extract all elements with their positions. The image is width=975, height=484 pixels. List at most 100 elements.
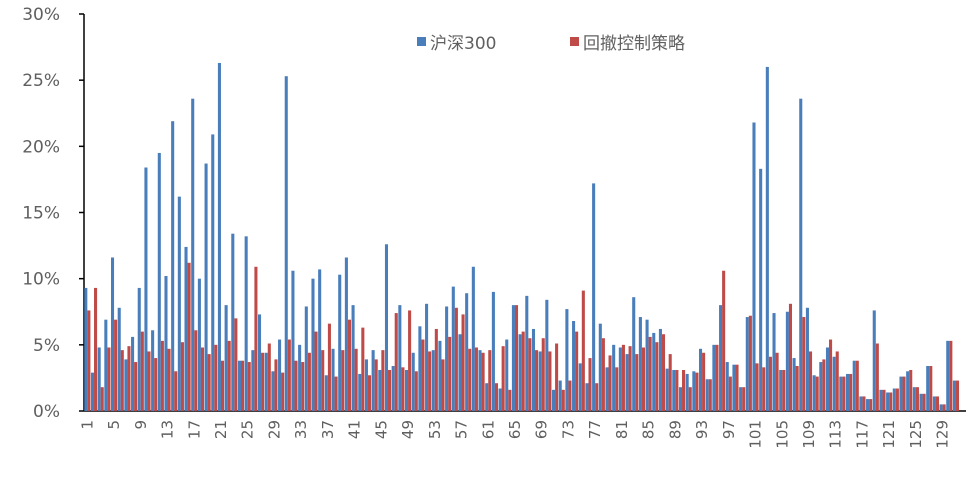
bar-series-1 [284, 76, 288, 411]
bar-series-2 [388, 369, 392, 411]
bar-series-1 [391, 366, 395, 411]
bar-series-2 [788, 303, 792, 411]
bar-series-1 [131, 336, 135, 411]
bar-series-2 [942, 404, 946, 411]
bar-series-1 [231, 233, 235, 411]
x-tick-label: 109 [800, 420, 818, 449]
bar-series-2 [922, 393, 926, 411]
bar-series-2 [608, 355, 612, 411]
bar-series-1 [545, 299, 549, 411]
bar-series-2 [234, 318, 238, 411]
bar-series-1 [799, 98, 803, 411]
bar-series-2 [247, 362, 251, 411]
bar-series-1 [157, 152, 161, 411]
bar-series-2 [428, 351, 432, 411]
bar-series-2 [682, 369, 686, 411]
bar-series-1 [425, 303, 429, 411]
bar-series-1 [324, 375, 328, 411]
x-tick-label: 49 [399, 420, 417, 439]
bar-series-2 [768, 356, 772, 411]
bar-series-2 [394, 313, 398, 411]
bar-series-2 [254, 266, 258, 411]
bar-series-1 [191, 98, 195, 411]
bar-series-1 [598, 323, 602, 411]
bar-series-2 [615, 367, 619, 411]
bar-series-2 [635, 354, 639, 411]
bar-series-2 [902, 376, 906, 411]
bar-series-2 [508, 389, 512, 411]
bar-series-1 [90, 372, 95, 411]
bar-series-1 [458, 334, 462, 411]
bar-series-2 [194, 330, 198, 411]
bar-series-2 [835, 351, 839, 411]
bar-series-2 [301, 362, 305, 411]
bar-series-1 [739, 387, 743, 411]
bar-series-1 [852, 360, 856, 411]
bars [84, 62, 960, 412]
bar-series-2 [454, 307, 458, 411]
bar-series-1 [625, 354, 629, 411]
bar-series-2 [174, 371, 178, 411]
bar-series-2 [354, 348, 358, 411]
bar-series-1 [411, 352, 415, 411]
bar-series-2 [842, 376, 846, 411]
bar-series-1 [531, 328, 536, 411]
bar-series-2 [167, 348, 171, 411]
bar-series-1 [485, 383, 489, 411]
bar-series-1 [725, 362, 729, 411]
legend-label-series-1: 沪深300 [430, 34, 496, 54]
y-axis: 0% 5% 10% 15% 20% 25% 30% [22, 5, 85, 422]
bar-series-1 [137, 287, 141, 411]
bar-series-1 [672, 369, 676, 411]
bar-series-2 [775, 352, 779, 411]
bar-series-1 [331, 348, 335, 411]
bar-series-1 [886, 392, 890, 411]
bar-series-1 [311, 278, 315, 411]
bar-series-2 [748, 315, 752, 411]
bar-series-1 [471, 266, 475, 411]
bar-series-2 [521, 331, 525, 411]
bar-series-1 [605, 367, 609, 411]
bar-series-2 [241, 360, 245, 411]
bar-series-2 [628, 346, 632, 411]
bar-series-1 [632, 297, 636, 411]
bar-series-2 [481, 352, 485, 411]
x-tick-label: 77 [586, 420, 604, 439]
bar-series-1 [792, 358, 796, 411]
x-axis: 1 5 9 13 17 21 25 29 33 37 41 45 49 53 57 61 65 69 73 77 81 8… [78, 410, 966, 449]
bar-series-2 [267, 343, 271, 411]
bar-series-2 [361, 327, 365, 411]
bar-series-1 [779, 369, 783, 411]
bar-series-1 [104, 319, 108, 411]
bar-series-1 [678, 387, 683, 411]
x-tick-label: 61 [479, 420, 497, 439]
bar-series-1 [431, 350, 435, 411]
bar-series-2 [655, 342, 659, 411]
bar-series-1 [217, 62, 221, 412]
bar-series-2 [755, 363, 759, 411]
bar-series-1 [572, 321, 576, 411]
bar-series-2 [648, 336, 652, 411]
bar-series-2 [735, 364, 739, 411]
bar-series-1 [110, 257, 115, 411]
bar-series-1 [745, 317, 749, 411]
x-tick-label: 13 [159, 420, 177, 439]
x-tick-label: 97 [720, 420, 738, 439]
bar-series-2 [154, 358, 158, 411]
bar-series-2 [535, 350, 539, 411]
bar-series-2 [114, 319, 118, 411]
bar-series-1 [438, 340, 442, 411]
y-tick-label: 25% [22, 71, 60, 91]
bar-series-1 [184, 246, 188, 411]
bar-series-2 [808, 351, 813, 411]
bar-series-2 [274, 359, 278, 411]
x-tick-label: 93 [693, 420, 711, 439]
bar-series-1 [251, 350, 255, 411]
bar-series-1 [719, 305, 723, 411]
bar-series-1 [899, 376, 903, 411]
bar-series-1 [257, 314, 262, 411]
bar-series-1 [511, 305, 515, 411]
bar-series-1 [658, 328, 662, 411]
bar-series-2 [347, 319, 351, 411]
bar-series-2 [702, 352, 706, 411]
